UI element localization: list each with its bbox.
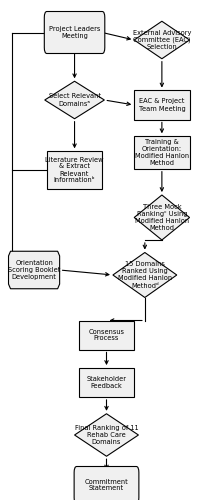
Bar	[79, 368, 134, 397]
Text: Commitment
Statement: Commitment Statement	[85, 478, 128, 492]
Text: Project Leaders
Meeting: Project Leaders Meeting	[49, 26, 100, 39]
Bar	[79, 320, 134, 350]
Bar	[134, 136, 190, 169]
Bar	[47, 151, 102, 188]
Text: Orientation
Scoring Booklet
Development: Orientation Scoring Booklet Development	[8, 260, 60, 280]
FancyBboxPatch shape	[74, 466, 139, 500]
Polygon shape	[45, 81, 104, 118]
Bar	[134, 90, 190, 120]
Polygon shape	[9, 251, 60, 288]
Polygon shape	[134, 21, 190, 59]
Text: Literature Review
& Extract
Relevant
Informationᵇ: Literature Review & Extract Relevant Inf…	[45, 156, 104, 184]
Polygon shape	[75, 414, 138, 456]
Text: External Advisory
Committee (EAC)
Selection: External Advisory Committee (EAC) Select…	[133, 30, 191, 50]
Polygon shape	[134, 195, 190, 240]
Text: Consensus
Process: Consensus Process	[88, 328, 125, 342]
Text: 15 Domains
Ranked Using
Modified Hanlon
Methodᵈ: 15 Domains Ranked Using Modified Hanlon …	[118, 262, 172, 288]
Text: EAC & Project
Team Meeting: EAC & Project Team Meeting	[138, 98, 185, 112]
Text: Three Mock
Rankingᶜ Using
Modified Hanlon
Method: Three Mock Rankingᶜ Using Modified Hanlo…	[135, 204, 189, 231]
Polygon shape	[113, 252, 177, 298]
FancyBboxPatch shape	[44, 12, 105, 53]
Text: Training &
Orientation:
Modified Hanlon
Method: Training & Orientation: Modified Hanlon …	[135, 139, 189, 166]
Text: Stakeholder
Feedback: Stakeholder Feedback	[86, 376, 127, 389]
Text: Final Ranking of 11
Rehab Care
Domains: Final Ranking of 11 Rehab Care Domains	[75, 425, 138, 445]
Text: Select Relevant
Domainsᵃ: Select Relevant Domainsᵃ	[49, 94, 101, 106]
